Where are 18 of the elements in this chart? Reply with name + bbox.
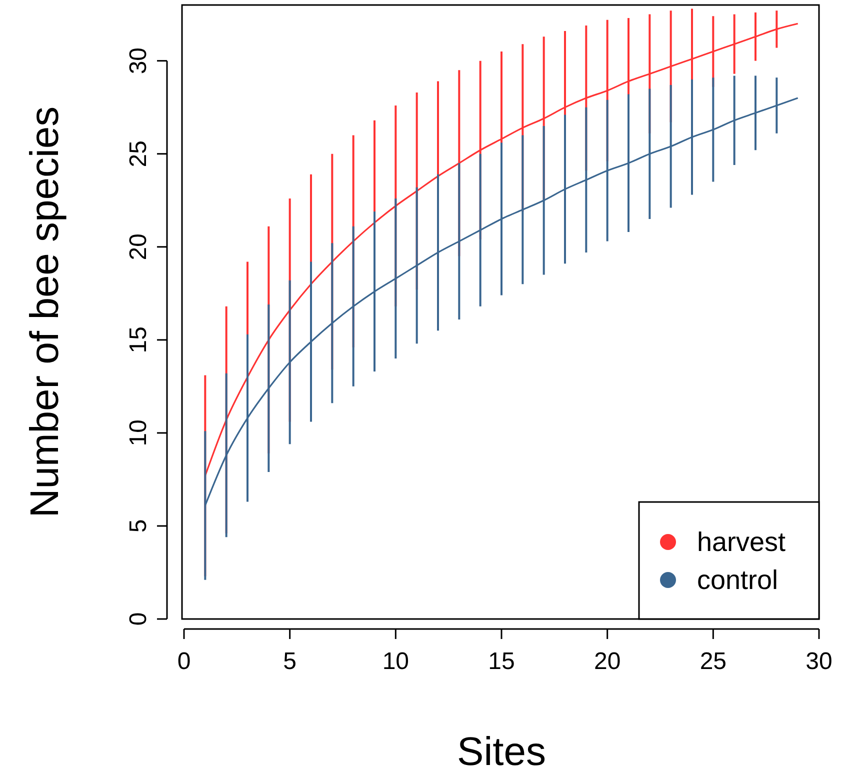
x-axis-title: Sites <box>457 730 546 774</box>
x-tick-label: 5 <box>283 648 297 675</box>
legend-label: harvest <box>697 527 786 557</box>
x-tick-label: 10 <box>382 648 410 675</box>
x-tick-label: 0 <box>177 648 191 675</box>
y-tick-label: 20 <box>125 234 152 260</box>
x-tick-label: 25 <box>700 648 727 675</box>
x-tick-label: 20 <box>594 648 621 675</box>
y-tick-label: 5 <box>125 519 152 533</box>
y-tick-label: 0 <box>125 612 152 626</box>
y-axis-title: Number of bee species <box>23 106 67 518</box>
y-tick-label: 25 <box>125 140 152 168</box>
x-tick-label: 15 <box>488 648 515 675</box>
y-tick-label: 15 <box>125 326 152 354</box>
y-tick-label: 10 <box>125 420 152 446</box>
legend-label: control <box>697 565 778 595</box>
x-tick-label: 30 <box>806 648 832 675</box>
y-tick-label: 30 <box>125 47 152 74</box>
